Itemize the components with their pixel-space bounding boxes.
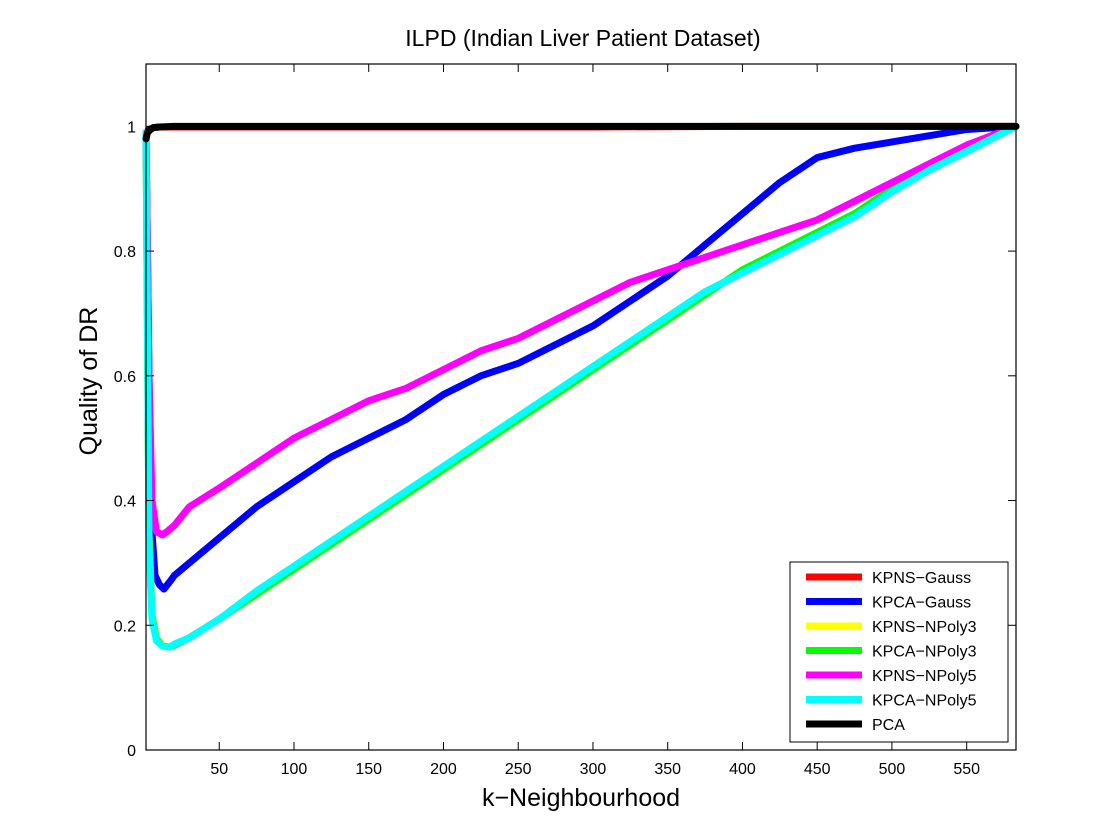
- legend-label-6: PCA: [872, 717, 905, 734]
- series-layer: [142, 122, 1020, 651]
- axes-frame: [145, 63, 1017, 751]
- chart-title: ILPD (Indian Liver Patient Dataset): [405, 25, 760, 51]
- x-axis-title: k−Neighbourhood: [482, 784, 680, 812]
- y-tick-label: 0.8: [114, 244, 136, 261]
- y-tick-label: 0.6: [114, 369, 136, 386]
- legend-items: KPNS−Gauss KPCA−Gauss KPNS−NPoly3 KPCA−NPol…: [806, 570, 977, 734]
- x-tick-label: 300: [580, 761, 607, 778]
- legend-label-5: KPCA−NPoly5: [872, 693, 977, 710]
- x-tick-label: 250: [505, 761, 532, 778]
- x-tick-label: 350: [654, 761, 681, 778]
- x-tick-label: 500: [879, 761, 906, 778]
- series-line-6: [142, 122, 1020, 143]
- x-tick-label: 150: [355, 761, 382, 778]
- legend-label-2: KPNS−NPoly3: [872, 619, 977, 636]
- series-line-5: [142, 122, 1020, 651]
- legend-label-0: KPNS−Gauss: [872, 570, 971, 587]
- legend-label-1: KPCA−Gauss: [872, 595, 971, 612]
- x-tick-label: 400: [729, 761, 756, 778]
- y-tick-label: 0.2: [114, 618, 136, 635]
- y-tick-label: 0: [127, 743, 136, 760]
- x-tick-label: 100: [281, 761, 308, 778]
- x-tick-label: 200: [430, 761, 457, 778]
- legend: KPNS−Gauss KPCA−Gauss KPNS−NPoly3 KPCA−NPol…: [789, 561, 1009, 743]
- series-line-4: [142, 122, 1020, 539]
- y-tick-label: 0.4: [114, 494, 136, 511]
- x-axis: 50 100 150 200 250 300 350 400 450 500 550: [210, 64, 980, 778]
- legend-label-4: KPNS−NPoly5: [872, 668, 977, 685]
- y-axis-title: Quality of DR: [75, 307, 103, 456]
- y-axis: 0 0.2 0.4 0.6 0.8 1: [114, 119, 1016, 760]
- x-tick-label: 450: [804, 761, 831, 778]
- y-tick-label: 1: [127, 119, 136, 136]
- legend-label-3: KPCA−NPoly3: [872, 644, 977, 661]
- x-tick-label: 550: [953, 761, 980, 778]
- series-line-1: [142, 122, 1020, 593]
- x-tick-label: 50: [210, 761, 228, 778]
